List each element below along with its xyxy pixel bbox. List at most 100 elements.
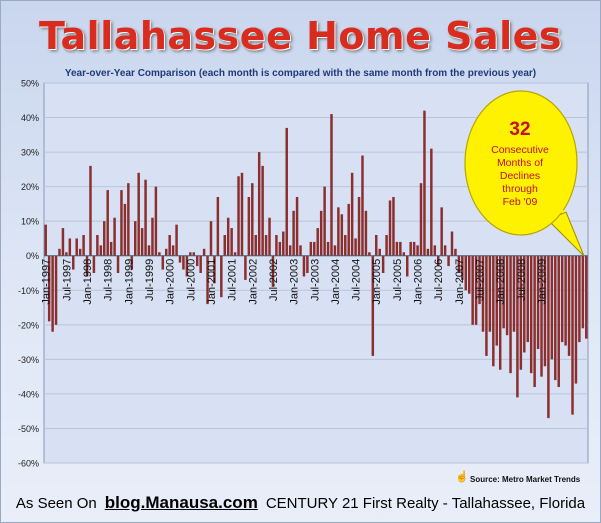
bar: [292, 210, 295, 256]
bar: [392, 197, 395, 256]
callout-line: Declines: [499, 170, 541, 182]
bar: [185, 255, 189, 277]
bar: [385, 235, 388, 256]
x-tick-label: Jan-2003: [289, 259, 301, 305]
bar: [419, 183, 423, 256]
bar: [505, 255, 509, 336]
bar: [567, 255, 571, 356]
bar: [127, 183, 130, 256]
bar: [158, 252, 161, 256]
bar: [99, 245, 103, 256]
source-note: Source: Metro Market Trends: [470, 475, 581, 484]
x-tick-label: Jul-2008: [516, 259, 528, 301]
bar: [467, 255, 471, 294]
bar: [65, 252, 68, 256]
bar: [103, 221, 106, 256]
bar: [306, 255, 309, 273]
bar: [495, 255, 498, 346]
bar: [237, 176, 240, 256]
bar: [68, 238, 72, 256]
bar: [433, 245, 437, 256]
bar: [278, 241, 282, 256]
bar: [323, 186, 326, 256]
bar: [299, 245, 302, 256]
bar: [440, 207, 443, 256]
bar: [492, 255, 495, 367]
bar: [443, 245, 447, 256]
bar: [233, 252, 237, 256]
bar: [330, 114, 333, 256]
bar: [85, 255, 89, 277]
bar: [430, 148, 433, 256]
callout-line: Consecutive: [491, 144, 549, 156]
x-tick-label: Jul-1999: [144, 259, 156, 301]
bar: [406, 255, 409, 277]
x-tick-label: Jan-2002: [247, 259, 259, 305]
bar: [523, 255, 526, 353]
bar: [399, 241, 402, 256]
bar: [123, 203, 127, 256]
x-tick-label: Jul-2000: [185, 259, 197, 301]
x-tick-label: Jan-2005: [371, 259, 383, 305]
bar: [461, 255, 464, 280]
bar: [426, 248, 430, 256]
bar: [213, 255, 216, 284]
bar: [554, 255, 557, 381]
bar: [206, 255, 209, 305]
bar: [295, 197, 299, 256]
bar: [147, 245, 151, 256]
bar: [340, 214, 344, 256]
bar: [481, 255, 485, 332]
bar: [319, 210, 323, 256]
bar: [478, 255, 481, 305]
bar: [316, 228, 319, 256]
y-tick-label: -40%: [18, 389, 39, 399]
bar: [574, 255, 578, 384]
bar: [464, 255, 468, 291]
bar: [560, 255, 564, 343]
bar: [450, 231, 454, 256]
bar: [116, 255, 120, 273]
footer-site-link[interactable]: blog.Manausa.com: [104, 493, 258, 512]
bar: [447, 255, 450, 267]
x-tick-label: Jan-2004: [330, 259, 342, 305]
bar: [547, 255, 550, 419]
x-tick-label: Jan-2006: [413, 259, 425, 305]
x-tick-label: Jul-1997: [61, 259, 73, 301]
bar: [171, 245, 175, 256]
bar: [364, 210, 368, 256]
bar: [96, 235, 99, 256]
bar: [395, 241, 399, 256]
bar: [168, 235, 171, 256]
bar: [371, 255, 375, 356]
chart-title: Tallahassee Home Sales: [39, 14, 562, 58]
y-tick-label: -30%: [18, 355, 39, 365]
bar: [130, 255, 134, 270]
bar: [51, 255, 54, 332]
y-tick-label: -60%: [18, 459, 39, 469]
bar: [402, 252, 406, 256]
bar: [230, 228, 233, 256]
bar: [474, 255, 478, 325]
bar: [54, 255, 58, 325]
bar: [75, 238, 78, 256]
bar: [550, 255, 554, 360]
bar: [189, 252, 192, 256]
bar: [375, 235, 378, 256]
bar: [89, 165, 92, 256]
bar: [509, 255, 512, 374]
bar: [226, 217, 230, 256]
bar: [488, 255, 492, 332]
bar: [416, 245, 419, 256]
bar: [240, 172, 244, 256]
bar: [137, 172, 140, 256]
bar: [368, 252, 371, 256]
bar: [423, 110, 426, 256]
bar: [44, 224, 47, 256]
x-tick-label: Jul-2001: [227, 259, 239, 301]
x-tick-label: Jan-2008: [495, 259, 507, 305]
bar: [254, 235, 257, 256]
bar: [309, 241, 313, 256]
bar: [244, 255, 247, 280]
bar: [92, 255, 96, 273]
